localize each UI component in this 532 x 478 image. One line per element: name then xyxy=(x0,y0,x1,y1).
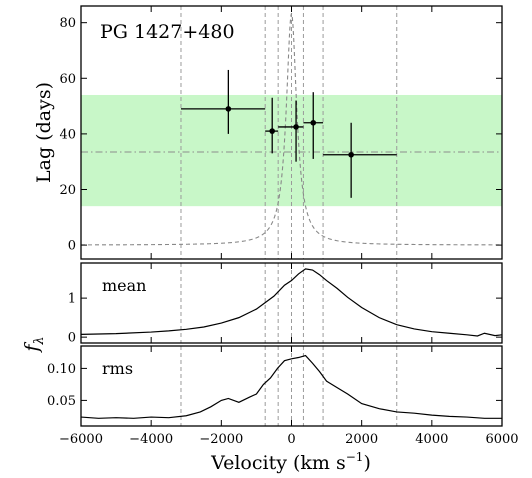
x-axis-label-close: ) xyxy=(363,452,370,474)
lag-point-4-marker xyxy=(348,151,354,158)
lag-panel: 0 20 40 60 80 PG 1427+480 Lag (days) xyxy=(33,5,503,260)
virial-curve xyxy=(81,13,502,246)
mean-ytick-label-0: 0 xyxy=(68,331,76,346)
x-tick-label-1: −4000 xyxy=(129,432,173,447)
lag-point-0 xyxy=(180,69,266,134)
lag-point-2 xyxy=(278,100,304,162)
mean-spectrum-line xyxy=(81,268,502,337)
x-tick-label-6: 6000 xyxy=(485,432,518,447)
mean-panel-label: mean xyxy=(102,276,146,295)
lag-y-axis-label: Lag (days) xyxy=(33,82,55,183)
x-axis-label-exponent: −1 xyxy=(346,450,364,464)
lag-point-3 xyxy=(303,92,324,159)
lag-point-1 xyxy=(265,97,279,154)
rms-ytick-label-1: 0.10 xyxy=(47,362,76,377)
x-tick-label-5: 4000 xyxy=(415,432,448,447)
x-tick-label-4: 2000 xyxy=(345,432,378,447)
lag-ytick-label-2: 40 xyxy=(59,127,76,142)
lag-point-4 xyxy=(323,122,397,198)
lag-ytick-label-1: 20 xyxy=(59,183,76,198)
lag-ytick-label-3: 60 xyxy=(59,72,76,87)
flux-y-axis-label: fλ xyxy=(21,336,47,353)
rms-panel: 0.05 0.10 rms xyxy=(47,345,503,427)
x-tick-label-2: −2000 xyxy=(199,432,243,447)
object-name: PG 1427+480 xyxy=(100,21,235,43)
lag-point-3-marker xyxy=(310,119,317,126)
lag-point-2-marker xyxy=(293,124,299,130)
mean-panel-frame xyxy=(80,262,503,344)
mean-ytick-label-1: 1 xyxy=(68,292,76,307)
flux-subscript: λ xyxy=(32,336,47,345)
lag-panel-frame xyxy=(80,5,503,260)
lag-ytick-label-4: 80 xyxy=(59,16,76,31)
x-axis-label: Velocity (km s−1) xyxy=(210,450,371,474)
flux-symbol: f xyxy=(21,342,43,354)
lag-point-1-marker xyxy=(269,128,276,134)
rms-panel-label: rms xyxy=(102,359,133,378)
x-tick-label-3: 0 xyxy=(287,432,295,447)
rms-panel-frame xyxy=(80,345,503,427)
x-tick-label-0: −6000 xyxy=(59,432,103,447)
lag-ytick-label-0: 0 xyxy=(68,239,76,254)
mean-panel: 0 1 mean xyxy=(68,262,503,346)
rms-ytick-label-0: 0.05 xyxy=(47,394,76,409)
lag-point-0-marker xyxy=(225,106,232,112)
rms-spectrum-line xyxy=(81,354,502,419)
x-axis-label-main: Velocity (km s xyxy=(210,452,346,474)
